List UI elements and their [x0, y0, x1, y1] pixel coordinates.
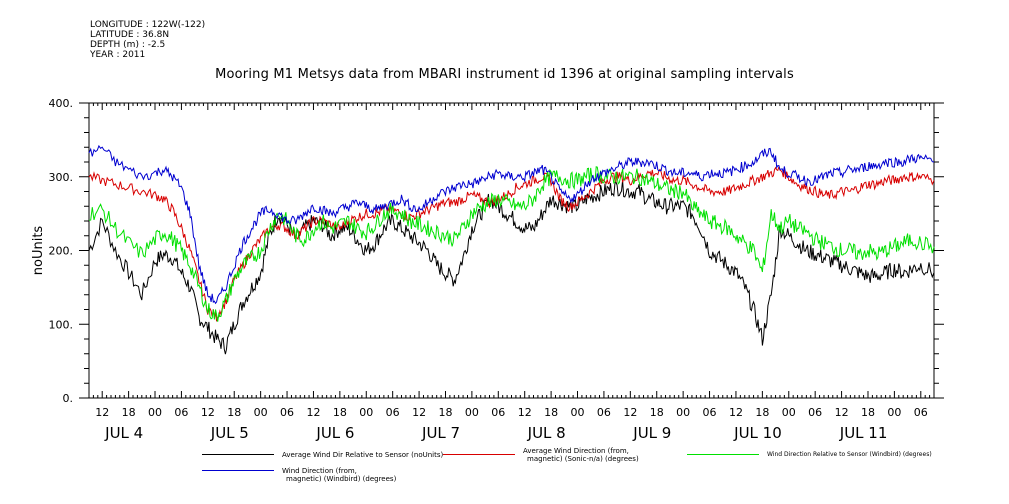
chart-title: Mooring M1 Metsys data from MBARI instru… — [215, 67, 794, 82]
longitude-label: LONGITUDE : 122W(-122) — [90, 20, 206, 30]
x-tick-label: 18 — [122, 406, 136, 419]
x-tick-label: 06 — [597, 406, 611, 419]
x-day-label: JUL 6 — [315, 424, 354, 442]
x-day-label: JUL 8 — [527, 424, 566, 442]
x-day-label: JUL 9 — [632, 424, 671, 442]
x-tick-label: 00 — [676, 406, 690, 419]
legend-swatch-blue — [202, 470, 274, 471]
x-tick-label: 18 — [438, 406, 452, 419]
x-tick-label: 18 — [861, 406, 875, 419]
x-tick-label: 18 — [333, 406, 347, 419]
legend-swatch-black — [202, 454, 274, 455]
y-tick-label: 300. — [49, 171, 74, 184]
y-tick-label: 0. — [63, 392, 74, 405]
legend-label: Wind Direction (from, — [282, 467, 357, 475]
x-tick-label: 06 — [914, 406, 928, 419]
x-tick-label: 12 — [95, 406, 109, 419]
x-tick-label: 18 — [227, 406, 241, 419]
depth-label: DEPTH (m) : -2.5 — [90, 40, 166, 50]
plot-frame — [88, 102, 935, 399]
legend-entry-blue: Wind Direction (from, magnetic) (Windbir… — [202, 467, 397, 483]
x-tick-label: 06 — [491, 406, 505, 419]
legend-label: Average Wind Dir Relative to Sensor (noU… — [282, 451, 444, 459]
x-tick-label: 12 — [201, 406, 215, 419]
x-tick-label: 06 — [386, 406, 400, 419]
legend-label: Average Wind Direction (from, — [523, 447, 629, 455]
series-line — [88, 144, 935, 305]
x-tick-label: 00 — [359, 406, 373, 419]
x-tick-label: 00 — [465, 406, 479, 419]
x-tick-label: 00 — [254, 406, 268, 419]
x-tick-label: 00 — [782, 406, 796, 419]
x-tick-label: 12 — [729, 406, 743, 419]
x-tick-label: 00 — [571, 406, 585, 419]
x-tick-label: 18 — [650, 406, 664, 419]
legend-entry-red: Average Wind Direction (from, magnetic) … — [443, 447, 639, 463]
x-tick-label: 12 — [835, 406, 849, 419]
x-day-label: JUL 4 — [104, 424, 143, 442]
x-tick-label: 18 — [755, 406, 769, 419]
y-tick-label: 200. — [49, 245, 74, 258]
series-line — [88, 166, 935, 322]
year-label: YEAR : 2011 — [90, 50, 146, 60]
x-tick-label: 00 — [148, 406, 162, 419]
x-day-label: JUL 11 — [839, 424, 888, 442]
x-day-label: JUL 10 — [733, 424, 782, 442]
legend-swatch-red — [443, 454, 515, 455]
series-line — [88, 165, 935, 322]
x-tick-label: 00 — [887, 406, 901, 419]
x-tick-label: 12 — [518, 406, 532, 419]
y-axis-label: noUnits — [31, 226, 46, 276]
legend-label: Wind Direction Relative to Sensor (Windb… — [767, 451, 932, 458]
x-day-label: JUL 5 — [210, 424, 249, 442]
x-tick-label: 12 — [623, 406, 637, 419]
x-tick-label: 12 — [412, 406, 426, 419]
series-line — [88, 180, 935, 355]
legend-label: magnetic) (Windbird) (degrees) — [286, 475, 397, 483]
legend-label: magnetic) (Sonic-n/a) (degrees) — [527, 455, 639, 463]
x-day-label: JUL 7 — [421, 424, 460, 442]
y-tick-label: 400. — [49, 97, 74, 110]
x-tick-label: 18 — [544, 406, 558, 419]
mooring-metadata: LONGITUDE : 122W(-122) LATITUDE : 36.8N … — [90, 20, 205, 60]
latitude-label: LATITUDE : 36.8N — [90, 30, 170, 40]
y-tick-label: 100. — [49, 318, 74, 331]
legend-entry-green: Wind Direction Relative to Sensor (Windb… — [687, 451, 932, 459]
x-tick-label: 06 — [280, 406, 294, 419]
x-tick-label: 06 — [174, 406, 188, 419]
x-tick-label: 06 — [808, 406, 822, 419]
legend-entry-black: Average Wind Dir Relative to Sensor (noU… — [202, 451, 444, 459]
x-tick-label: 06 — [703, 406, 717, 419]
legend-swatch-green — [687, 454, 759, 455]
x-tick-label: 12 — [306, 406, 320, 419]
